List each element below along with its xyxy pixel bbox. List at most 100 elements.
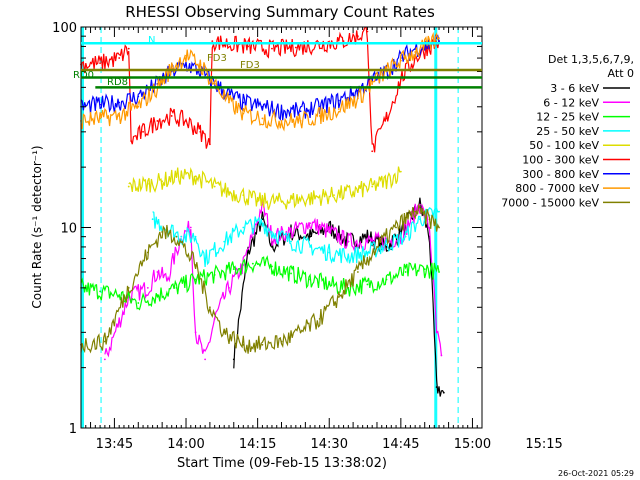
series-5-point-4 <box>130 140 133 142</box>
series-3-point-12 <box>347 255 350 258</box>
series-line-1 <box>104 197 442 358</box>
series-5-point-9 <box>199 130 202 133</box>
series-0-point-1 <box>247 251 249 254</box>
series-7-point-10 <box>242 112 245 115</box>
series-4-point-11 <box>333 194 335 197</box>
series-3-point-11 <box>328 251 331 254</box>
series-7-point-20 <box>414 51 417 53</box>
series-layer <box>80 26 445 397</box>
series-2-point-15 <box>366 283 369 286</box>
series-6-point-16 <box>356 90 359 92</box>
series-8-point-6 <box>194 264 197 266</box>
chart-title: RHESSI Observing Summary Count Rates <box>125 3 435 21</box>
series-1-point-7 <box>194 331 197 334</box>
x-tick-label: 15:15 <box>525 437 562 452</box>
y-tick-label: 100 <box>52 21 77 36</box>
y-axis: 1 10 100 <box>52 21 482 437</box>
legend-label: 3 - 6 keV <box>550 82 599 95</box>
series-8-point-17 <box>395 226 397 229</box>
legend-title-line: Att 0 <box>608 67 634 80</box>
series-6-point-15 <box>337 99 340 102</box>
series-5-point-19 <box>366 30 369 33</box>
y-tick-label: 1 <box>69 422 77 437</box>
series-2-point-13 <box>328 283 331 286</box>
y-tick-label: 10 <box>60 222 77 237</box>
series-4-point-10 <box>309 197 312 200</box>
series-4-point-14 <box>385 180 388 183</box>
series-3-point-15 <box>404 235 407 238</box>
x-tick-label: 13:45 <box>96 437 133 452</box>
series-3-point-13 <box>366 251 369 254</box>
legend-label: 50 - 100 keV <box>529 139 599 152</box>
series-3-point-18 <box>438 210 440 213</box>
series-7-point-2 <box>118 115 121 117</box>
x-tick-label: 14:15 <box>239 437 276 452</box>
legend-label: 800 - 7000 keV <box>515 182 599 195</box>
series-5-point-10 <box>208 143 211 146</box>
series-4-point-7 <box>242 194 245 197</box>
series-7-point-22 <box>438 37 440 40</box>
series-3-point-16 <box>419 218 421 221</box>
series-1-point-15 <box>309 222 312 225</box>
legend-label: 300 - 800 keV <box>522 168 599 181</box>
series-0-point-9 <box>385 246 388 248</box>
series-4-point-5 <box>213 185 216 188</box>
series-0-point-14 <box>442 391 445 394</box>
legend-title-line: Det 1,3,5,6,7,9, <box>548 53 634 66</box>
series-6-point-11 <box>261 105 264 108</box>
series-0-point-13 <box>435 386 438 388</box>
series-2-point-10 <box>271 265 273 268</box>
series-8-point-3 <box>146 251 149 254</box>
series-line-4 <box>128 166 401 210</box>
annotation-2: RD8 <box>107 77 128 88</box>
series-5-point-15 <box>294 46 297 49</box>
x-tick-label: 14:30 <box>311 437 348 452</box>
series-2 <box>80 255 440 311</box>
series-4-point-6 <box>228 191 230 194</box>
annotation-0: N <box>148 35 155 46</box>
series-3-point-2 <box>180 235 183 238</box>
series-2-point-17 <box>404 271 407 273</box>
series-2-point-16 <box>385 278 388 281</box>
series-8-point-16 <box>376 246 378 248</box>
series-8-point-12 <box>299 331 302 334</box>
series-4-point-4 <box>194 175 197 178</box>
series-8-point-13 <box>318 318 321 320</box>
series-0-point-0 <box>232 358 235 361</box>
series-8-point-2 <box>127 286 130 289</box>
series-line-3 <box>152 207 440 268</box>
series-4-point-13 <box>371 185 374 188</box>
series-4 <box>127 166 402 210</box>
series-7-point-8 <box>213 83 216 85</box>
legend-label: 12 - 25 keV <box>536 111 599 124</box>
series-1-point-8 <box>204 358 207 361</box>
legend-label: 100 - 300 keV <box>522 154 599 167</box>
series-1-point-9 <box>213 318 216 320</box>
series-1-point-24 <box>440 354 443 357</box>
series-4-point-0 <box>127 185 130 188</box>
series-1-point-16 <box>328 231 331 233</box>
series-5-point-13 <box>247 45 249 48</box>
series-1-point-2 <box>146 286 149 289</box>
x-tick-label: 14:45 <box>382 437 419 452</box>
series-8-point-9 <box>242 343 245 346</box>
series-2-point-14 <box>347 286 350 289</box>
series-8-point-4 <box>161 231 164 233</box>
series-2-point-2 <box>118 294 121 297</box>
series-line-5 <box>80 26 440 153</box>
series-8-point-1 <box>103 340 106 343</box>
x-axis: 13:45 14:00 14:15 14:30 14:45 15:00 15:15 <box>80 27 563 452</box>
series-4-point-1 <box>146 182 149 185</box>
series-6-point-1 <box>99 103 101 106</box>
series-7-point-9 <box>228 101 230 104</box>
y-axis-title: Count Rate (s⁻¹ detector⁻¹) <box>30 145 44 308</box>
series-2-point-4 <box>156 294 159 297</box>
series-5-point-21 <box>385 117 388 120</box>
series-3-point-8 <box>271 231 273 233</box>
series-5-point-6 <box>156 120 159 122</box>
series-4-point-3 <box>175 175 178 178</box>
series-1-point-6 <box>189 226 192 229</box>
series-7-point-1 <box>99 117 101 120</box>
legend-label: 6 - 12 keV <box>543 96 599 109</box>
